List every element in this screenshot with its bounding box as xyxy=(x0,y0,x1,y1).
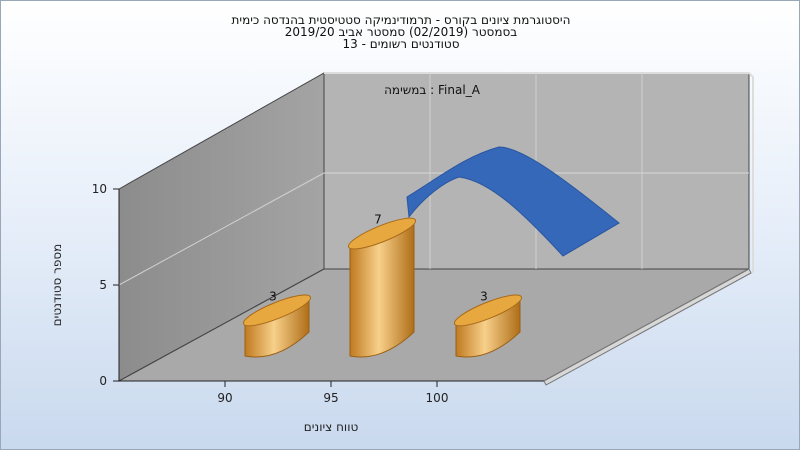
x-tick-label-0: 90 xyxy=(217,391,232,405)
bar-value-label-2: 3 xyxy=(480,289,488,303)
chart-subtitle-students: סטודנטים רשומים - 13 xyxy=(342,37,460,51)
bar-100: 3 xyxy=(453,289,523,358)
bar-top-1 xyxy=(347,217,417,250)
bar-body-2 xyxy=(455,297,521,358)
bar-body-0 xyxy=(244,297,310,358)
y-tick-label-2: 10 xyxy=(92,182,107,196)
bar-top-0 xyxy=(242,294,312,327)
bars-group: 3 7 3 xyxy=(242,213,523,358)
bar-body-1 xyxy=(349,220,415,358)
y-axis-label: מספר סטודנטים xyxy=(50,244,64,327)
x-axis-label: טווח ציונים xyxy=(304,420,359,434)
bar-top-2 xyxy=(453,294,523,327)
grid-line-wall-1 xyxy=(118,172,325,286)
x-axis: 90 95 100 xyxy=(217,381,448,405)
bar-95: 7 xyxy=(347,213,417,358)
chart-subtitle-semester: בסמסטר (02/2019) סמסטר אביב 2019/20 xyxy=(284,25,518,39)
floor-edge xyxy=(543,268,752,386)
y-axis: 0 5 10 xyxy=(92,182,120,388)
x-tick-label-2: 100 xyxy=(426,391,449,405)
task-annotation: במשימה : Final_A xyxy=(384,83,481,97)
y-tick-label-0: 0 xyxy=(99,374,107,388)
normal-curve-ribbon xyxy=(406,146,620,257)
x-tick-label-1: 95 xyxy=(323,391,338,405)
chart-title: היסטוגרמת ציונים בקורס - תרמודינמיקה סטט… xyxy=(231,13,571,27)
bar-value-label-1: 7 xyxy=(374,213,382,227)
y-tick-label-1: 5 xyxy=(99,278,107,292)
bar-value-label-0: 3 xyxy=(269,289,277,303)
bar-90: 3 xyxy=(242,289,312,358)
